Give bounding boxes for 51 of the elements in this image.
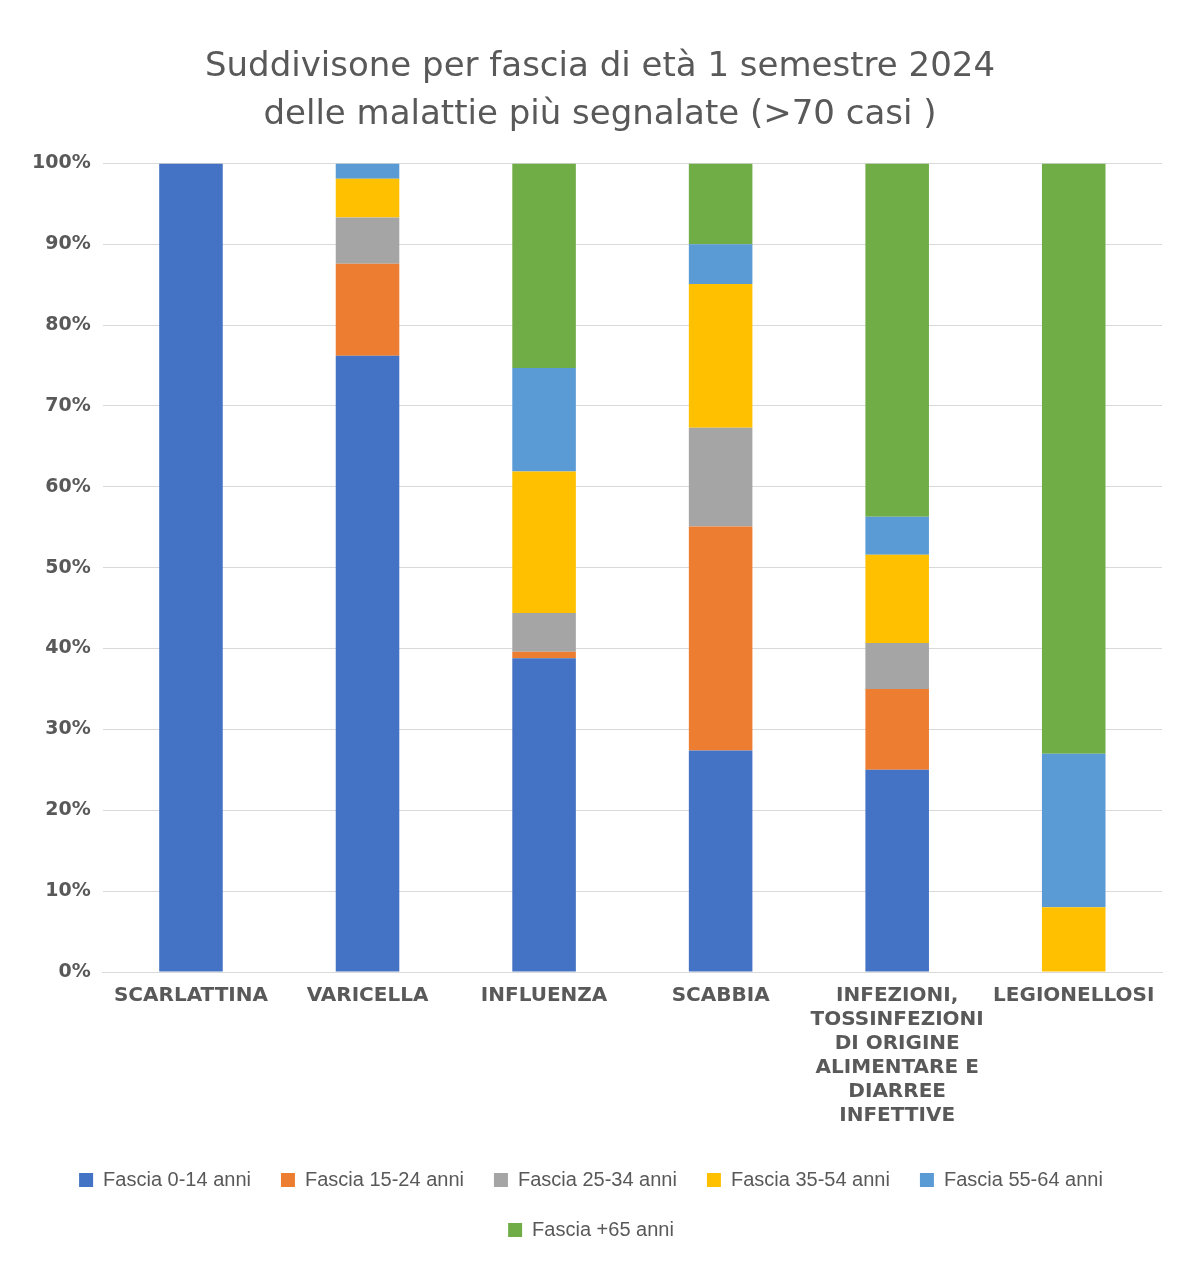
legend-label: Fascia 0-14 anni — [103, 1167, 251, 1190]
y-tick-label: 70% — [45, 392, 91, 415]
bar — [335, 163, 400, 179]
y-tick-label: 80% — [45, 312, 91, 335]
bar — [865, 642, 929, 689]
bar — [335, 355, 400, 972]
bar — [335, 263, 400, 356]
y-tick-label: 100% — [31, 150, 91, 173]
bar — [1041, 163, 1106, 754]
bar — [512, 367, 576, 472]
legend-label: Fascia +65 anni — [532, 1217, 674, 1240]
legend-label: Fascia 25-34 anni — [517, 1167, 677, 1190]
y-tick-label: 60% — [45, 473, 91, 496]
bar — [688, 526, 753, 751]
x-tick-label: INFLUENZA — [480, 982, 608, 1007]
bar — [688, 244, 753, 284]
legend-label: Fascia 55-64 anni — [943, 1167, 1103, 1190]
y-tick-label: 30% — [45, 716, 91, 739]
y-tick-label: 40% — [45, 635, 91, 658]
bar — [1041, 907, 1106, 972]
bar — [865, 516, 929, 555]
bar — [512, 651, 576, 659]
x-tick-label: SCABBIA — [671, 982, 771, 1007]
legend-label: Fascia 15-24 anni — [304, 1167, 464, 1190]
bar — [688, 163, 753, 245]
bar — [865, 554, 929, 643]
x-tick-label: LEGIONELLOSI — [993, 982, 1155, 1007]
y-tick-label: 90% — [45, 231, 91, 254]
bar — [688, 427, 753, 527]
bar — [512, 612, 576, 652]
bar — [865, 769, 929, 972]
chart-title: Suddivisone per fascia di età 1 semestre 2024 delle malattie più segnalate (>70 casi ) — [203, 43, 997, 134]
y-tick-label: 10% — [45, 878, 91, 901]
bar — [865, 688, 929, 770]
bar — [1041, 753, 1106, 908]
bar — [159, 163, 223, 972]
x-tick-label: SCARLATTINA — [113, 982, 269, 1007]
bar — [688, 750, 753, 972]
y-tick-label: 50% — [45, 554, 91, 577]
legend-label: Fascia 35-54 anni — [730, 1167, 890, 1190]
y-tick-label: 20% — [45, 797, 91, 820]
bar — [335, 178, 400, 218]
bar — [865, 163, 929, 517]
bar — [512, 163, 576, 368]
bar — [688, 283, 753, 428]
bar — [512, 471, 576, 613]
y-tick-label: 0% — [58, 958, 91, 981]
bar — [512, 658, 576, 972]
x-tick-label: VARICELLA — [306, 982, 429, 1007]
bar — [335, 217, 400, 264]
x-tick-label: INFEZIONI, TOSSINFEZIONI DI ORIGINE ALIMENTARE E DIARREE INFETTIVE — [810, 982, 984, 1127]
